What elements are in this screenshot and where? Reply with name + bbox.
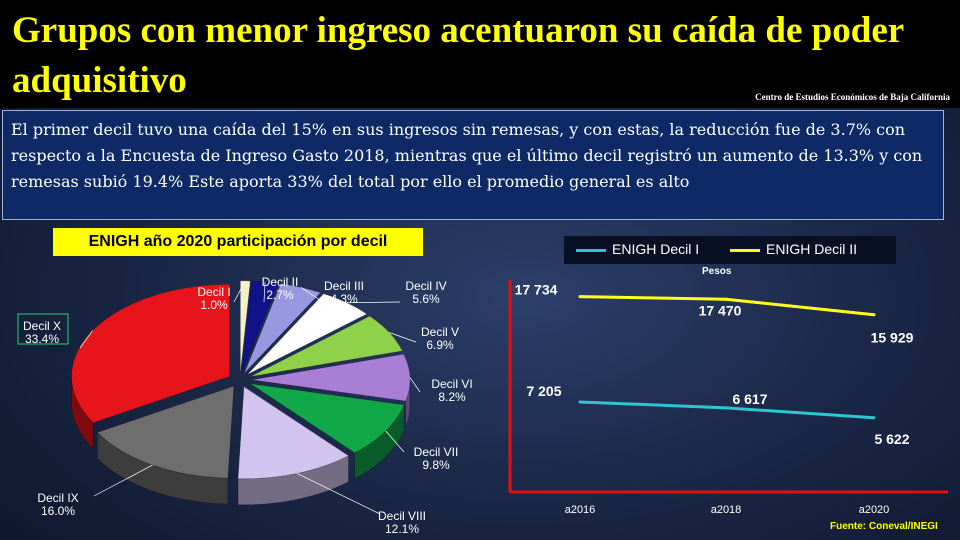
- x-tick-label: a2016: [565, 504, 596, 516]
- pie-label-decil-vi: Decil VI: [431, 377, 472, 391]
- pie-leader-line: [296, 473, 381, 515]
- x-tick-label: a2018: [711, 504, 742, 516]
- pie-leader-line: [300, 287, 321, 301]
- pie-leader-line: [409, 377, 421, 393]
- pie-slice-decil-ii: [241, 280, 279, 373]
- pie-value-decil-x: 33.4%: [25, 332, 59, 346]
- data-label-enigh-decil-ii: 15 929: [871, 330, 914, 346]
- data-point-enigh-decil-ii: [872, 313, 876, 317]
- data-point-enigh-decil-ii: [724, 297, 728, 301]
- summary-text: El primer decil tuvo una caída del 15% e…: [2, 110, 944, 220]
- pie-label-decil-iii: Decil III: [324, 279, 364, 293]
- legend-item-decil-ii: ENIGH Decil II: [730, 241, 857, 257]
- pie-slice-decil-v: [250, 315, 403, 377]
- pie-slice-wall-decil-viii: [237, 455, 349, 506]
- y-axis-unit-label: Pesos: [702, 266, 732, 277]
- pie-slice-decil-ix: [96, 385, 235, 479]
- pie-leader-line: [389, 332, 417, 343]
- pie-value-decil-iv: 5.6%: [412, 292, 440, 306]
- series-line-enigh-decil-i: [579, 400, 875, 420]
- pie-leader-line: [233, 280, 246, 303]
- data-point-enigh-decil-ii: [578, 295, 582, 299]
- pie-label-decil-vii: Decil VII: [414, 445, 459, 459]
- data-label-enigh-decil-ii: 17 470: [699, 302, 742, 318]
- pie-leader-line: [346, 301, 401, 304]
- pie-label-highlight-box: [17, 313, 69, 345]
- pie-label-decil-ii: Decil II: [262, 275, 299, 289]
- data-point-enigh-decil-i: [872, 416, 876, 420]
- pie-chart: Decil I1.0%Decil II2.7%Decil III4.3%Deci…: [17, 275, 472, 536]
- legend-item-decil-i: ENIGH Decil I: [576, 241, 699, 257]
- pie-value-decil-vi: 8.2%: [438, 390, 466, 404]
- pie-value-decil-ix: 16.0%: [41, 504, 75, 518]
- pie-value-decil-viii: 12.1%: [385, 522, 419, 536]
- pie-label-decil-x: Decil X: [23, 319, 61, 333]
- data-label-enigh-decil-i: 6 617: [732, 391, 767, 407]
- x-tick-label: a2020: [859, 504, 890, 516]
- pie-leader-line: [385, 430, 405, 453]
- pie-leader-line: [263, 281, 266, 303]
- slide-title: Grupos con menor ingreso acentuaron su c…: [12, 10, 904, 101]
- pie-label-decil-ix: Decil IX: [37, 491, 78, 505]
- source-note: Fuente: Coneval/INEGI: [830, 521, 938, 532]
- data-label-enigh-decil-i: 7 205: [526, 383, 561, 399]
- data-point-enigh-decil-i: [724, 406, 728, 410]
- line-chart-legend: ENIGH Decil I ENIGH Decil II: [564, 236, 896, 264]
- pie-leader-line: [79, 330, 93, 349]
- legend-label-decil-i: ENIGH Decil I: [612, 241, 700, 257]
- pie-value-decil-ii: 2.7%: [266, 288, 294, 302]
- data-label-enigh-decil-ii: 17 734: [515, 282, 558, 298]
- pie-leader-line: [93, 464, 153, 497]
- legend-label-decil-ii: ENIGH Decil II: [766, 241, 858, 257]
- pie-value-decil-vii: 9.8%: [422, 458, 450, 472]
- pie-chart-title: ENIGH año 2020 participación por decil: [53, 228, 423, 256]
- pie-label-decil-viii: Decil VIII: [378, 509, 426, 523]
- pie-slice-decil-iv: [247, 293, 368, 375]
- title-bar: Grupos con menor ingreso acentuaron su c…: [0, 0, 960, 108]
- data-point-enigh-decil-i: [578, 400, 582, 404]
- pie-value-decil-v: 6.9%: [426, 338, 454, 352]
- data-label-enigh-decil-i: 5 622: [874, 431, 909, 447]
- pie-label-decil-v: Decil V: [421, 325, 459, 339]
- pie-label-decil-i: Decil I: [197, 285, 230, 299]
- organization-credit: Centro de Estudios Económicos de Baja Ca…: [755, 92, 950, 102]
- pie-label-decil-iv: Decil IV: [405, 279, 446, 293]
- pie-slice-decil-x: [71, 284, 230, 424]
- pie-value-decil-i: 1.0%: [200, 298, 228, 312]
